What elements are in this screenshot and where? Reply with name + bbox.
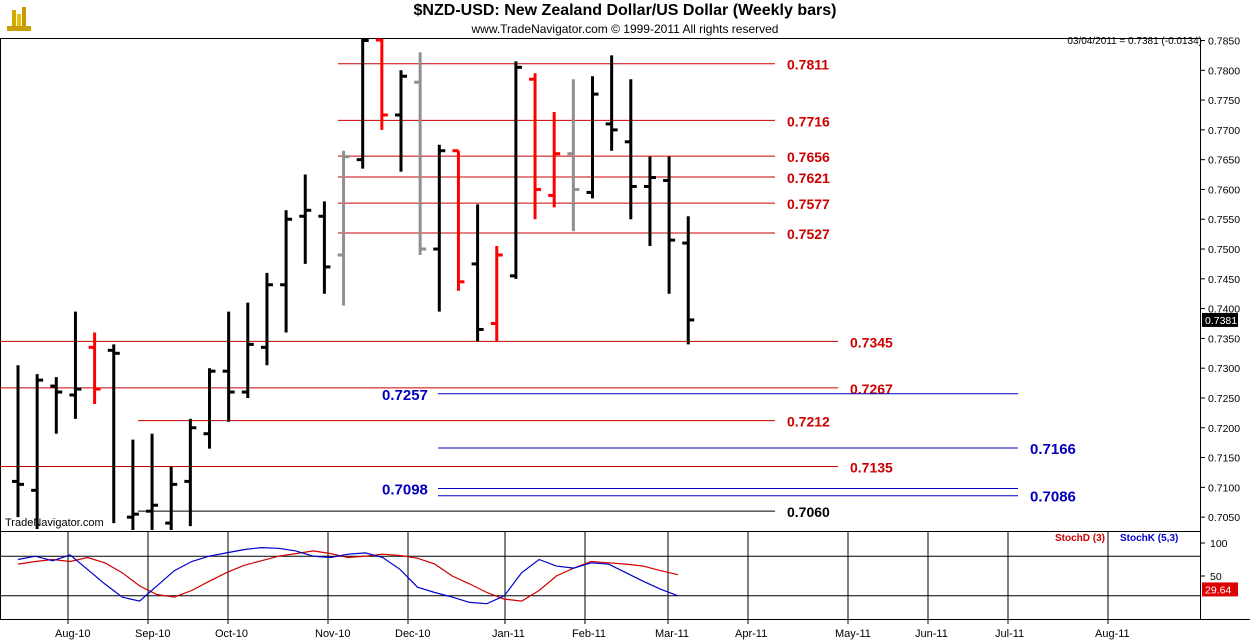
level-label: 0.7716 — [787, 113, 830, 129]
x-tick-label: Sep-10 — [135, 628, 170, 640]
y-tick-label: 0.7400 — [1208, 304, 1240, 316]
trade-navigator-logo — [4, 4, 34, 34]
last-price-tag — [1202, 312, 1238, 327]
x-tick-label: Dec-10 — [395, 628, 430, 640]
price-panel-frame — [0, 38, 1201, 532]
stoch-y-label: 50 — [1210, 571, 1222, 583]
y-tick-label: 0.7600 — [1208, 184, 1240, 196]
stoch-panel-frame — [0, 531, 1201, 620]
watermark-text: TradeNavigator.com — [5, 517, 104, 529]
x-tick-label: Aug-10 — [55, 628, 90, 640]
level-label: 0.7577 — [787, 196, 830, 212]
stochd-line — [17, 550, 679, 602]
x-tick-label: May-11 — [835, 628, 871, 640]
copyright-subtitle: www.TradeNavigator.com © 1999-2011 All r… — [471, 22, 779, 36]
level-label: 0.7527 — [787, 226, 830, 242]
level-label: 0.7811 — [787, 57, 829, 73]
level-label: 0.7086 — [1030, 489, 1076, 506]
y-tick-label: 0.7450 — [1208, 274, 1240, 286]
stoch-value-label: 29.64 — [1205, 584, 1231, 596]
y-tick-label: 0.7100 — [1208, 482, 1240, 494]
y-tick-label: 0.7250 — [1208, 393, 1240, 405]
y-tick-label: 0.7150 — [1208, 453, 1240, 465]
level-label: 0.7345 — [850, 334, 893, 350]
level-label: 0.7060 — [787, 504, 830, 520]
x-tick-label: Aug-11 — [1095, 628, 1130, 640]
level-label: 0.7621 — [787, 170, 830, 186]
level-label: 0.7267 — [850, 381, 893, 397]
level-label: 0.7656 — [787, 149, 830, 165]
y-tick-label: 0.7200 — [1208, 423, 1240, 435]
legend-stochk: StochK (5,3) — [1120, 533, 1179, 544]
y-tick-label: 0.7700 — [1208, 125, 1240, 137]
level-label: 0.7166 — [1030, 441, 1076, 458]
y-tick-label: 0.7850 — [1208, 36, 1240, 48]
level-label: 0.7257 — [382, 387, 428, 404]
last-price-label: 0.7381 — [1205, 315, 1237, 327]
y-tick-label: 0.7550 — [1208, 214, 1240, 226]
x-tick-label: Oct-10 — [215, 628, 248, 640]
y-tick-label: 0.7500 — [1208, 244, 1240, 256]
x-tick-label: Mar-11 — [655, 628, 689, 640]
level-label: 0.7212 — [787, 414, 830, 430]
price-readout: 03/04/2011 = 0.7381 (-0.0134) — [1067, 36, 1202, 47]
y-tick-label: 0.7750 — [1208, 95, 1240, 107]
level-label: 0.7135 — [850, 459, 893, 475]
legend-stochd: StochD (3) — [1055, 533, 1105, 544]
x-tick-label: Apr-11 — [735, 628, 767, 640]
stoch-value-tag — [1202, 582, 1238, 597]
y-tick-label: 0.7800 — [1208, 65, 1240, 77]
x-tick-label: Jul-11 — [995, 628, 1024, 640]
y-tick-label: 0.7050 — [1208, 512, 1240, 524]
x-tick-label: Nov-10 — [315, 628, 350, 640]
stoch-y-label: 100 — [1210, 538, 1228, 550]
x-tick-label: Jan-11 — [492, 628, 525, 640]
x-tick-label: Jun-11 — [915, 628, 948, 640]
x-tick-label: Feb-11 — [572, 628, 606, 640]
y-tick-label: 0.7350 — [1208, 333, 1240, 345]
y-tick-label: 0.7650 — [1208, 155, 1240, 167]
chart-title: $NZD-USD: New Zealand Dollar/US Dollar (… — [413, 2, 837, 19]
stochk-line — [17, 546, 679, 605]
level-label: 0.7098 — [382, 482, 428, 499]
y-tick-label: 0.7300 — [1208, 363, 1240, 375]
